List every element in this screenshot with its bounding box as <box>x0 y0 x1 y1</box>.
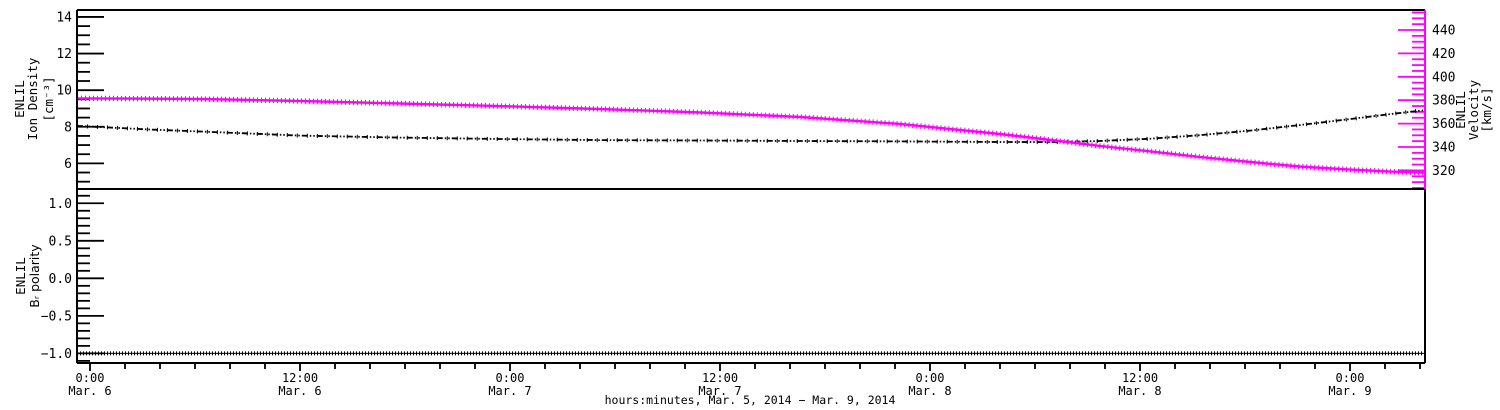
x-tick-date-label: Mar. 8 <box>908 384 951 398</box>
tick-labels: 6 8 10 12 14 320 340 360 380 400 420 440 −1.0 −0.5 0.0… <box>41 10 1456 398</box>
curves <box>76 95 1426 356</box>
bottom-left-axis-tick-label: 1.0 <box>49 197 72 212</box>
polarity-axis-title-line1: ENLIL <box>13 257 28 295</box>
top-right-axis-tick-label: 360 <box>1432 117 1455 132</box>
x-tick-date-label: Mar. 9 <box>1328 384 1371 398</box>
bottom-left-axis-tick-label: −1.0 <box>41 347 72 362</box>
x-axis-title: hours:minutes, Mar. 5, 2014 − Mar. 9, 20… <box>605 393 896 407</box>
top-left-axis-tick-label: 12 <box>56 47 72 62</box>
x-tick-time-label: 0:00 <box>916 371 945 385</box>
density-axis-title-line1: ENLIL <box>12 80 27 118</box>
top-left-axis-tick-label: 10 <box>56 84 72 99</box>
enlil-velocity-curve <box>76 97 1426 174</box>
bottom-left-axis-tick-label: −0.5 <box>41 309 72 324</box>
velocity-axis-unit-label: [km/s] <box>1479 87 1494 132</box>
velocity-axis-title: ENLIL Velocity [km/s] <box>1453 79 1494 140</box>
velocity-axis-title-line1: ENLIL <box>1453 91 1468 129</box>
x-tick-date-label: Mar. 7 <box>488 384 531 398</box>
top-right-axis-tick-label: 420 <box>1432 47 1455 62</box>
enlil-ion-density-curve <box>76 109 1426 144</box>
x-tick-date-label: Mar. 8 <box>1118 384 1161 398</box>
polarity-axis-title: ENLIL Bᵣ polarity <box>13 244 42 308</box>
top-right-axis-tick-label: 440 <box>1432 24 1455 39</box>
top-right-axis-tick-label: 340 <box>1432 140 1455 155</box>
bottom-left-axis-tick-label: 0.0 <box>49 272 72 287</box>
top-left-axis-tick-label: 14 <box>56 10 72 25</box>
velocity-axis-title-line2: Velocity <box>1466 79 1481 140</box>
bottom-left-axis-tick-label: 0.5 <box>49 234 72 249</box>
x-tick-time-label: 0:00 <box>496 371 525 385</box>
x-tick-date-label: Mar. 7 <box>698 384 741 398</box>
top-right-axis-tick-label: 380 <box>1432 94 1455 109</box>
x-tick-time-label: 12:00 <box>702 371 738 385</box>
polarity-axis-title-line2: Bᵣ polarity <box>27 244 42 308</box>
enlil-velocity-curve-fuzz <box>76 95 1426 176</box>
panel-borders <box>76 9 1426 364</box>
top-left-axis-tick-label: 6 <box>64 157 72 172</box>
x-tick-date-label: Mar. 6 <box>278 384 321 398</box>
x-tick-time-label: 0:00 <box>76 371 105 385</box>
top-right-axis-tick-label: 320 <box>1432 164 1455 179</box>
density-axis-title-line2: Ion Density <box>25 57 40 140</box>
top-left-axis-tick-label: 8 <box>64 120 72 135</box>
top-right-axis-tick-label: 400 <box>1432 70 1455 85</box>
x-tick-time-label: 12:00 <box>1122 371 1158 385</box>
x-tick-time-label: 12:00 <box>282 371 318 385</box>
density-axis-unit-label: [cm⁻³] <box>41 76 56 121</box>
axis-ticks <box>77 11 1425 371</box>
x-tick-date-label: Mar. 6 <box>68 384 111 398</box>
x-tick-time-label: 0:00 <box>1336 371 1365 385</box>
density-axis-title: ENLIL Ion Density [cm⁻³] <box>12 57 56 140</box>
